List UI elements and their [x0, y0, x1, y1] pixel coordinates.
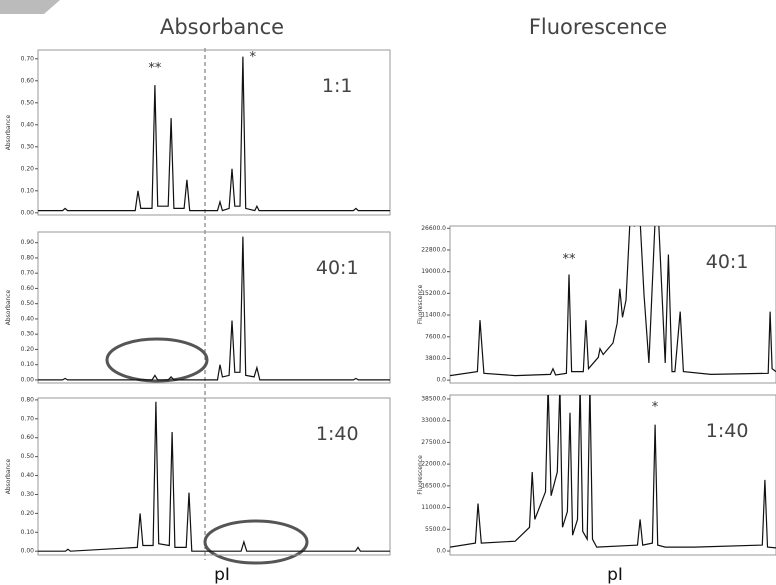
- y-tick-label: 0.70: [21, 55, 35, 62]
- y-tick-label: 0.60: [21, 285, 35, 292]
- y-tick-label: 22800.0: [421, 246, 446, 253]
- y-tick-label: 22000.0: [421, 461, 446, 468]
- y-tick-label: 0.20: [21, 346, 35, 353]
- trace: [38, 236, 390, 381]
- plot-frame: [449, 394, 776, 556]
- panel-title: 40:1: [316, 257, 359, 279]
- y-tick-label: 38500.0: [421, 395, 446, 402]
- y-tick-label: 26600.0: [421, 225, 446, 232]
- y-tick-label: 0.20: [21, 510, 35, 517]
- y-tick-label: 0.30: [21, 331, 35, 338]
- y-axis-label: Absorbance: [5, 458, 12, 494]
- trace: [450, 226, 776, 377]
- highlight-ellipse: [105, 337, 209, 383]
- y-tick-label: 0.00: [21, 548, 35, 555]
- y-tick-label: 0.40: [21, 121, 35, 128]
- y-tick-label: 0.40: [21, 472, 35, 479]
- y-tick-label: 0.00: [21, 209, 35, 216]
- panel-title: 1:40: [316, 423, 359, 445]
- plot-frame: [37, 397, 391, 556]
- y-axis-label: Absorbance: [5, 114, 12, 150]
- y-tick-label: 0.20: [21, 165, 35, 172]
- trace: [450, 395, 776, 549]
- y-tick-label: 5500.0: [425, 526, 446, 533]
- y-tick-label: 0.10: [21, 361, 35, 368]
- y-tick-label: 0.0: [436, 377, 446, 384]
- plot-frame: [449, 225, 776, 384]
- y-tick-label: 0.70: [21, 270, 35, 277]
- y-tick-label: 0.60: [21, 434, 35, 441]
- y-tick-label: 0.10: [21, 187, 35, 194]
- panel-title: 1:1: [322, 75, 353, 97]
- y-tick-label: 27500.0: [421, 439, 446, 446]
- y-tick-label: 19000.0: [421, 268, 446, 275]
- y-axis-label: Fluorescence: [417, 455, 424, 495]
- x-axis-label: pI: [607, 565, 623, 585]
- trace: [38, 56, 390, 212]
- y-tick-label: 0.50: [21, 453, 35, 460]
- highlight-ellipse: [203, 519, 309, 565]
- column-header: Fluorescence: [529, 15, 667, 39]
- arrow-decoration: [0, 0, 60, 14]
- annotation: **: [148, 61, 162, 76]
- y-tick-label: 11000.0: [421, 504, 446, 511]
- y-tick-label: 0.0: [436, 548, 446, 555]
- annotation: *: [249, 50, 256, 65]
- y-tick-label: 0.50: [21, 300, 35, 307]
- panel-title: 1:40: [706, 420, 749, 442]
- y-tick-label: 0.90: [21, 239, 35, 246]
- panel-title: 40:1: [706, 251, 749, 273]
- y-tick-label: 16500.0: [421, 482, 446, 489]
- x-axis-label: pI: [214, 565, 230, 585]
- plot-frame: [37, 49, 391, 216]
- y-axis-label: Fluorescence: [417, 284, 424, 324]
- y-tick-label: 0.30: [21, 143, 35, 150]
- trace: [38, 401, 390, 552]
- annotation: *: [652, 400, 659, 415]
- y-tick-label: 3800.0: [425, 355, 446, 362]
- y-tick-label: 7600.0: [425, 333, 446, 340]
- y-tick-label: 0.30: [21, 491, 35, 498]
- y-tick-label: 0.80: [21, 254, 35, 261]
- y-tick-label: 15200.0: [421, 290, 446, 297]
- y-tick-label: 0.70: [21, 415, 35, 422]
- y-tick-label: 0.00: [21, 376, 35, 383]
- y-tick-label: 0.80: [21, 396, 35, 403]
- plot-frame: [37, 231, 391, 384]
- y-tick-label: 0.10: [21, 529, 35, 536]
- column-header: Absorbance: [160, 15, 284, 39]
- y-tick-label: 0.60: [21, 77, 35, 84]
- annotation: **: [562, 252, 576, 267]
- y-tick-label: 0.50: [21, 99, 35, 106]
- y-tick-label: 0.40: [21, 315, 35, 322]
- y-tick-label: 11400.0: [421, 312, 446, 319]
- y-axis-label: Absorbance: [5, 289, 12, 325]
- y-tick-label: 33000.0: [421, 417, 446, 424]
